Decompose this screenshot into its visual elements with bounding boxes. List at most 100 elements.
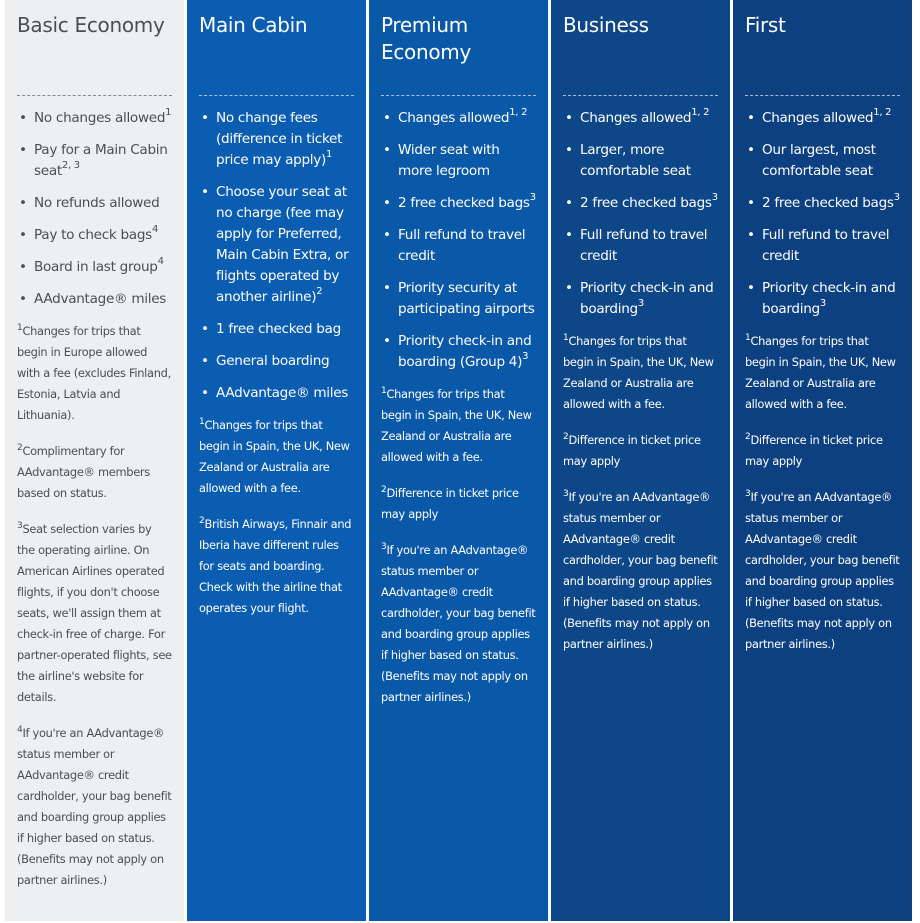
- footnote-ref: 3: [522, 351, 529, 362]
- feature-text: No changes allowed: [34, 110, 166, 126]
- feature-text: Full refund to travel credit: [762, 227, 890, 264]
- footnote-number: 3: [381, 542, 387, 552]
- feature-text: Changes allowed: [398, 110, 510, 126]
- footnote-text: If you're an AAdvantage® status member o…: [17, 726, 172, 887]
- footnote-ref: 4: [151, 224, 159, 235]
- footnote-text: If you're an AAdvantage® status member o…: [381, 543, 536, 704]
- feature-list: Changes allowed1, 2 Wider seat with more …: [381, 108, 536, 373]
- feature-item: Changes allowed1, 2: [745, 107, 900, 130]
- footnote-text: British Airways, Finnair and Iberia have…: [199, 517, 352, 615]
- footnote-number: 2: [199, 516, 205, 526]
- feature-item: Choose your seat at no charge (fee may a…: [199, 182, 354, 308]
- divider: [17, 95, 172, 96]
- footnote-ref: 4: [157, 256, 164, 267]
- footnote-ref: 1: [165, 107, 172, 118]
- footnote-text: Difference in ticket price may apply: [381, 486, 519, 521]
- feature-text: Board in last group: [34, 259, 158, 275]
- fare-title: Premium Economy: [381, 13, 471, 64]
- feature-text: Full refund to travel credit: [398, 227, 526, 264]
- fare-title: Business: [563, 13, 649, 37]
- feature-item: Priority check-in and boarding (Group 4)…: [381, 331, 536, 373]
- feature-item: Board in last group4: [17, 256, 172, 279]
- footnote-ref: 3: [529, 192, 536, 203]
- feature-text: Pay for a Main Cabin seat: [34, 142, 168, 179]
- feature-item: No refunds allowed: [17, 193, 172, 214]
- footnote: 1Changes for trips that begin in Spain, …: [745, 331, 900, 415]
- footnote: 4If you're an AAdvantage® status member …: [17, 723, 172, 891]
- footnote: 2Difference in ticket price may apply: [745, 430, 900, 472]
- footnote-ref: 1, 2: [873, 107, 892, 118]
- divider: [381, 95, 536, 96]
- feature-list: No changes allowed1 Pay for a Main Cabin …: [17, 107, 172, 311]
- footnote-text: Complimentary for AAdvantage® members ba…: [17, 444, 150, 500]
- feature-item: Full refund to travel credit: [563, 225, 718, 267]
- footnote: 1Changes for trips that begin in Spain, …: [199, 415, 354, 499]
- footnote: 3Seat selection varies by the operating …: [17, 519, 172, 708]
- feature-item: Changes allowed1, 2: [381, 107, 536, 130]
- footnote: 3If you're an AAdvantage® status member …: [563, 487, 718, 655]
- feature-item: Full refund to travel credit: [381, 225, 536, 267]
- footnote-ref: 2, 3: [61, 160, 80, 171]
- feature-text: Our largest, most comfortable seat: [762, 142, 876, 179]
- fare-column-basic-economy: Basic Economy No changes allowed1Pay for…: [5, 0, 184, 921]
- footnote: 3If you're an AAdvantage® status member …: [381, 540, 536, 708]
- footnote-number: 2: [563, 432, 569, 442]
- feature-text: Priority check-in and boarding: [580, 280, 714, 317]
- footnote-text: Changes for trips that begin in Spain, t…: [199, 418, 350, 495]
- feature-item: Changes allowed1, 2: [563, 107, 718, 130]
- feature-list: Changes allowed1, 2 Our largest, most com…: [745, 108, 900, 320]
- footnote-text: Changes for trips that begin in Spain, t…: [381, 387, 532, 464]
- fare-column-business: Business Changes allowed1, 2 Larger, more…: [551, 0, 730, 921]
- fare-column-first: First Changes allowed1, 2 Our largest, mo…: [733, 0, 912, 921]
- fare-title: Basic Economy: [17, 13, 165, 37]
- feature-item: Full refund to travel credit: [745, 225, 900, 267]
- footnote-number: 3: [17, 521, 23, 531]
- feature-item: General boarding: [199, 351, 354, 372]
- feature-text: 1 free checked bag: [216, 321, 341, 337]
- footnote-ref: 3: [893, 192, 900, 203]
- divider: [199, 95, 354, 96]
- footnote-number: 1: [563, 333, 569, 343]
- feature-item: No change fees (difference in ticket pri…: [199, 108, 354, 171]
- footnote: 1Changes for trips that begin in Spain, …: [381, 384, 536, 468]
- footnote-number: 1: [745, 333, 751, 343]
- feature-text: Larger, more comfortable seat: [580, 142, 691, 179]
- footnote-text: Seat selection varies by the operating a…: [17, 522, 172, 704]
- footnote-ref: 3: [711, 192, 718, 203]
- footnote-number: 2: [381, 485, 387, 495]
- feature-item: Priority security at participating airpo…: [381, 278, 536, 320]
- feature-item: Priority check-in and boarding3: [745, 278, 900, 320]
- footnote-number: 2: [745, 432, 751, 442]
- feature-text: Priority security at participating airpo…: [398, 280, 535, 317]
- feature-item: Pay for a Main Cabin seat2, 3: [17, 140, 172, 182]
- feature-item: 2 free checked bags3: [745, 192, 900, 215]
- footnote: 2Difference in ticket price may apply: [563, 430, 718, 472]
- feature-text: Changes allowed: [762, 110, 874, 126]
- feature-text: Choose your seat at no charge (fee may a…: [216, 184, 349, 305]
- footnote-number: 2: [17, 443, 23, 453]
- footnote-number: 1: [17, 323, 23, 333]
- feature-text: General boarding: [216, 353, 330, 369]
- feature-list: Changes allowed1, 2 Larger, more comforta…: [563, 108, 718, 320]
- footnote-text: Changes for trips that begin in Europe a…: [17, 324, 171, 422]
- feature-item: Priority check-in and boarding3: [563, 278, 718, 320]
- feature-text: AAdvantage® miles: [216, 385, 349, 401]
- footnote: 1Changes for trips that begin in Europe …: [17, 321, 172, 426]
- fare-title: Main Cabin: [199, 13, 308, 37]
- footnote-text: If you're an AAdvantage® status member o…: [745, 490, 900, 651]
- footnote-number: 3: [563, 489, 569, 499]
- footnote-number: 1: [381, 386, 387, 396]
- footnote-text: If you're an AAdvantage® status member o…: [563, 490, 718, 651]
- feature-list: No change fees (difference in ticket pri…: [199, 108, 354, 404]
- footnote-text: Difference in ticket price may apply: [745, 433, 883, 468]
- feature-item: Larger, more comfortable seat: [563, 140, 718, 182]
- footnote-ref: 1, 2: [691, 107, 710, 118]
- footnote-ref: 1: [326, 149, 333, 160]
- fare-column-main-cabin: Main Cabin No change fees (difference in…: [187, 0, 366, 921]
- feature-item: No changes allowed1: [17, 107, 172, 130]
- footnote-ref: 1, 2: [509, 107, 528, 118]
- footnote: 3If you're an AAdvantage® status member …: [745, 487, 900, 655]
- feature-item: AAdvantage® miles: [17, 289, 172, 310]
- divider: [745, 95, 900, 96]
- feature-text: 2 free checked bags: [762, 195, 894, 211]
